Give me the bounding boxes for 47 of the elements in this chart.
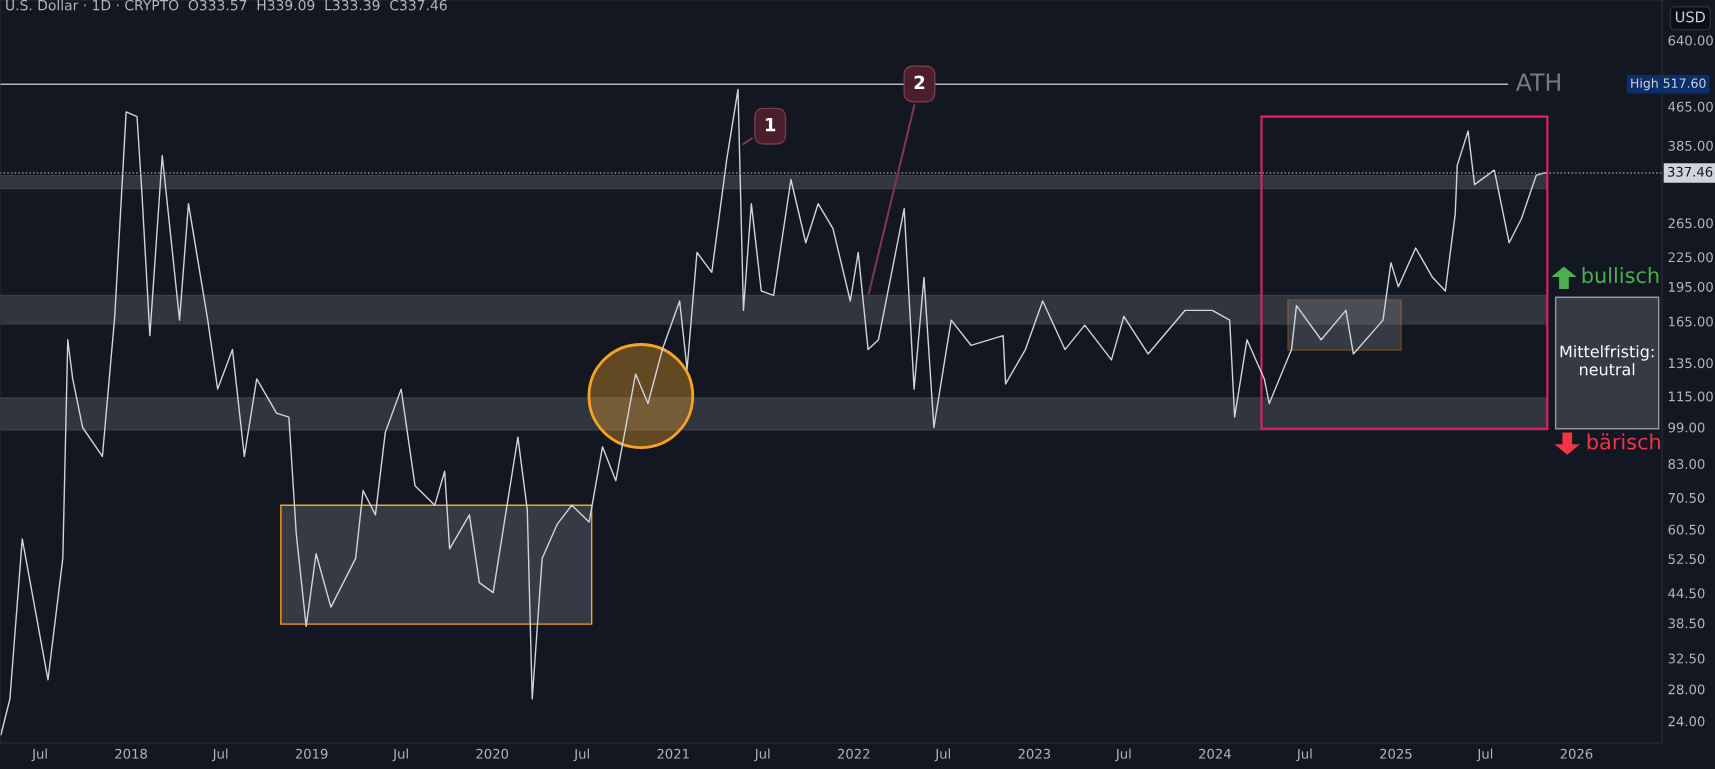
x-tick-label: 2019 — [295, 748, 328, 759]
y-tick-label: 265.00 — [1668, 218, 1713, 229]
x-tick-label: 2021 — [657, 748, 689, 759]
x-tick-label: 2022 — [837, 748, 870, 759]
y-tick-label: 70.50 — [1668, 492, 1705, 503]
annotation: Mittelfristig: neutral — [1560, 345, 1654, 376]
x-tick-label: 2026 — [1560, 748, 1593, 759]
x-tick-label: Jul — [934, 748, 951, 762]
x-tick-label: 2024 — [1199, 748, 1231, 759]
ref-line-label: 337.46 — [1667, 166, 1713, 177]
annotation: High 517.60 — [1631, 78, 1706, 91]
x-tick-label: 2018 — [115, 748, 147, 759]
x-tick-label: Jul — [1476, 748, 1493, 762]
y-tick-label: 225.00 — [1668, 252, 1713, 263]
y-tick-label: 165.00 — [1669, 316, 1713, 327]
y-tick-label: 195.00 — [1669, 281, 1713, 292]
y-tick-label: 385.00 — [1668, 140, 1713, 151]
x-tick-label: Jul — [392, 748, 408, 762]
x-tick-label: 2025 — [1380, 748, 1412, 759]
y-tick-label: 115.00 — [1669, 391, 1713, 402]
y-tick-label: 60.50 — [1668, 524, 1705, 535]
y-tick-label: 32.50 — [1668, 653, 1705, 664]
x-tick-label: Jul — [211, 748, 228, 762]
x-tick-label: 2020 — [476, 748, 509, 759]
x-tick-label: Jul — [1115, 748, 1131, 762]
x-tick-label: Jul — [1296, 748, 1312, 762]
y-tick-label: 38.50 — [1668, 618, 1705, 629]
annotation: bärisch — [1587, 433, 1660, 450]
y-axis-title: USD — [1675, 11, 1705, 23]
y-tick-label: 24.00 — [1668, 716, 1705, 727]
y-tick-label: 465.00 — [1668, 101, 1713, 112]
ref-line-label: ATH — [1515, 73, 1560, 91]
x-tick-label: 2023 — [1018, 748, 1051, 759]
chart-title: U.S. Dollar · 1D · CRYPTO O333.57 H339.09 L333.39 C337.46 — [6, 0, 447, 11]
x-tick-label: Jul — [754, 748, 770, 762]
y-tick-label: 52.50 — [1668, 554, 1705, 565]
x-tick-label: Jul — [573, 748, 589, 762]
annotation: 1 — [765, 118, 776, 132]
annotation: bullisch — [1582, 267, 1659, 284]
y-tick-label: 640.00 — [1668, 35, 1713, 46]
y-tick-label: 44.50 — [1668, 588, 1705, 599]
annotation: 2 — [914, 75, 925, 89]
y-tick-label: 99.00 — [1668, 422, 1705, 433]
y-tick-label: 83.00 — [1668, 459, 1705, 470]
y-tick-label: 28.00 — [1668, 684, 1705, 695]
y-tick-label: 135.00 — [1669, 358, 1713, 369]
x-tick-label: Jul — [31, 748, 47, 762]
